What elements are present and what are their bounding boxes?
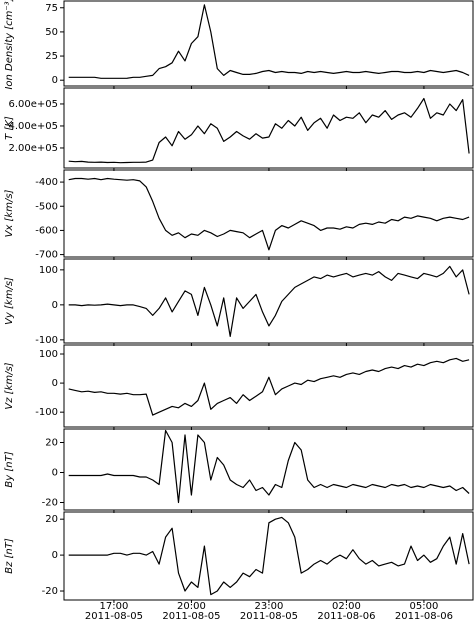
x-tick-date: 2011-08-06 (317, 611, 375, 621)
data-line (68, 357, 470, 416)
x-tick-label: 05:00 (410, 601, 439, 612)
y-tick-label: 100 (39, 349, 58, 360)
y-tick-label: 100 (39, 265, 58, 276)
panel-frame (63, 344, 474, 428)
y-tick-label: 2.00e+05 (8, 143, 58, 154)
y-tick-label: -20 (42, 498, 58, 509)
x-tick-date: 2011-08-05 (85, 611, 143, 621)
y-tick-label: 0 (52, 300, 58, 311)
y-tick-label: 0 (52, 468, 58, 479)
y-tick-label: 20 (45, 514, 58, 525)
panel-frame (63, 428, 474, 511)
y-axis-label: Vz [km/s] (4, 362, 15, 409)
x-tick-date: 2011-08-05 (240, 611, 298, 621)
data-line (68, 4, 470, 79)
y-axis-label: Vx [km/s] (4, 189, 15, 237)
data-line (68, 516, 470, 596)
data-line (68, 429, 470, 504)
y-tick-label: -100 (35, 335, 58, 346)
y-tick-label: 75 (45, 3, 58, 14)
y-axis-label: Vy [km/s] (4, 277, 15, 325)
y-tick-label: 50 (45, 27, 58, 38)
x-tick-date: 2011-08-05 (162, 611, 220, 621)
y-axis-label: By [nT] (4, 451, 15, 487)
y-tick-label: 0 (52, 550, 58, 561)
x-tick-label: 02:00 (332, 601, 361, 612)
y-tick-label: -600 (35, 225, 58, 236)
panel-frame (63, 258, 474, 344)
y-tick-label: 25 (45, 51, 58, 62)
y-axis-label: T [K] (4, 116, 15, 140)
data-line (68, 177, 470, 251)
panel-frame (63, 0, 474, 87)
data-line (68, 265, 470, 337)
y-axis-label: Ion Density [cm⁻³] (4, 0, 15, 90)
y-tick-label: -500 (35, 201, 58, 212)
y-tick-label: -400 (35, 177, 58, 188)
y-tick-label: -20 (42, 586, 58, 597)
panel-frame (63, 169, 474, 258)
y-tick-label: 4.00e+05 (8, 121, 58, 132)
y-tick-label: 20 (45, 438, 58, 449)
x-tick-label: 23:00 (255, 601, 284, 612)
y-tick-label: -100 (35, 407, 58, 418)
y-tick-label: 0 (52, 378, 58, 389)
data-line (68, 97, 470, 164)
y-tick-label: -700 (35, 250, 58, 261)
x-tick-label: 17:00 (100, 601, 129, 612)
y-axis-label: Bz [nT] (4, 538, 15, 574)
panel-frame (63, 87, 474, 169)
x-tick-label: 20:00 (177, 601, 206, 612)
y-tick-label: 6.00e+05 (8, 99, 58, 110)
x-tick-date: 2011-08-06 (395, 611, 453, 621)
y-tick-label: 0 (52, 75, 58, 86)
